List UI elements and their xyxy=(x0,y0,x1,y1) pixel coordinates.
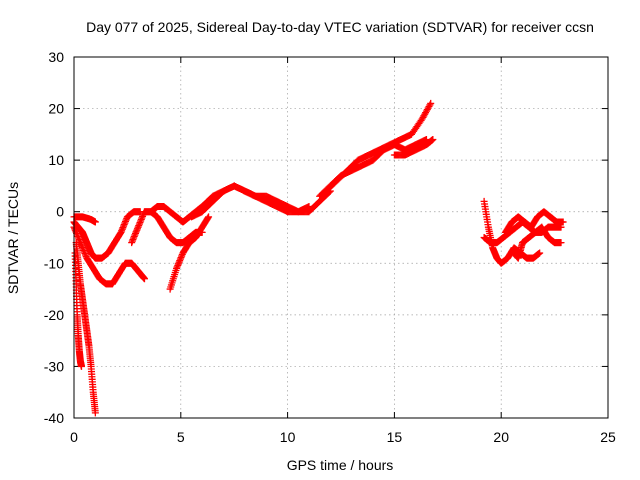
x-axis-label: GPS time / hours xyxy=(287,457,394,473)
series-track-1 xyxy=(70,223,148,288)
data-marks xyxy=(70,99,567,417)
series-track-16 xyxy=(501,208,567,236)
series-track-12 xyxy=(322,99,435,195)
series-track-11 xyxy=(316,136,430,200)
y-tick-label: 10 xyxy=(48,152,64,168)
series-track-3 xyxy=(70,213,99,226)
y-tick-label: 0 xyxy=(56,204,64,220)
plot-frame xyxy=(73,56,609,419)
data-point xyxy=(91,409,99,417)
data-point xyxy=(91,218,99,226)
series-track-13 xyxy=(390,136,437,159)
data-point xyxy=(77,362,85,370)
data-point xyxy=(559,218,567,226)
x-tick-label: 5 xyxy=(177,429,185,445)
series-track-5 xyxy=(71,249,85,370)
series-track-14 xyxy=(480,197,544,267)
y-tick-label: -20 xyxy=(44,307,64,323)
axis-ticks: 0 5 10 15 20 25 -40 -30 -20 -10 0 10 20 30 xyxy=(44,49,616,445)
x-tick-label: 0 xyxy=(70,429,78,445)
data-point xyxy=(305,203,313,211)
y-tick-label: -40 xyxy=(44,410,64,426)
x-tick-label: 10 xyxy=(280,429,296,445)
data-point xyxy=(427,99,435,107)
y-tick-label: -10 xyxy=(44,255,64,271)
y-tick-label: 20 xyxy=(48,101,64,117)
x-tick-label: 15 xyxy=(387,429,403,445)
y-axis-label: SDTVAR / TECUs xyxy=(5,182,21,294)
data-point xyxy=(557,239,565,247)
y-tick-label: 30 xyxy=(48,49,64,65)
data-point xyxy=(426,101,434,109)
y-tick-label: -30 xyxy=(44,358,64,374)
series-track-8 xyxy=(166,213,213,293)
series-track-17 xyxy=(510,223,565,262)
x-tick-label: 25 xyxy=(600,429,616,445)
x-tick-label: 20 xyxy=(493,429,509,445)
series-track-10 xyxy=(198,182,313,216)
data-point xyxy=(536,249,544,257)
data-point xyxy=(429,136,437,144)
data-point xyxy=(205,213,213,221)
series-track-6 xyxy=(128,208,206,247)
series-track-2 xyxy=(70,208,144,262)
data-point xyxy=(140,275,148,283)
chart-title: Day 077 of 2025, Sidereal Day-to-day VTE… xyxy=(86,19,594,35)
